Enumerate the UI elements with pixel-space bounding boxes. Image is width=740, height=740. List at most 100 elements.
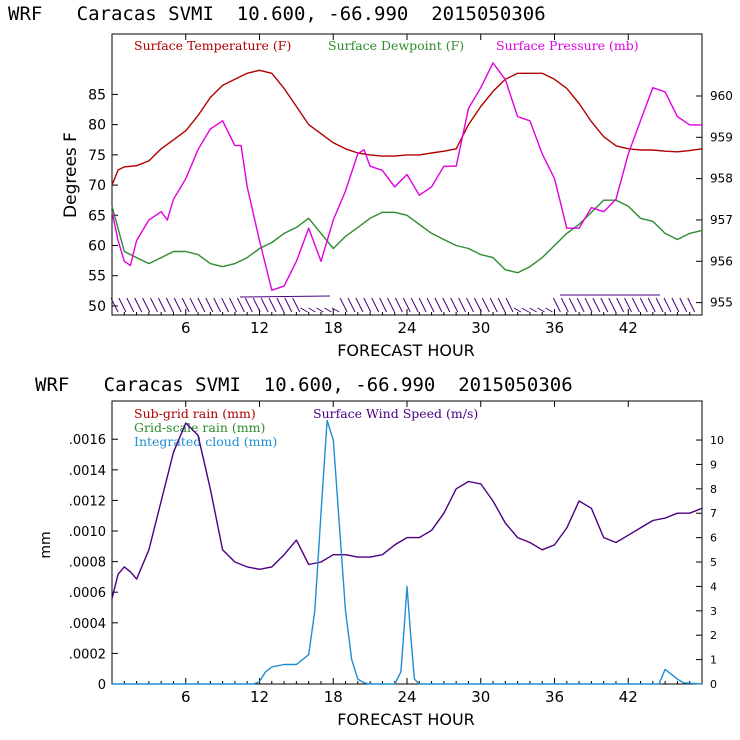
wind-barb [165,297,174,313]
x-tick-label: 24 [397,319,416,337]
y-right-tick-label: 8 [710,483,717,496]
wind-barb [308,307,316,313]
wind-barb [624,297,632,313]
y-right-tick-label: 3 [710,605,717,618]
y-tick-label: 65 [88,208,106,224]
x-tick-label: 18 [324,688,343,706]
wind-barb [387,297,395,313]
wind-barb [402,297,411,313]
wind-barb [418,297,427,313]
wind-barb [181,297,190,313]
wind-barb-staff [239,295,331,298]
x-tick-label: 6 [181,688,191,706]
legend-surface-wind-speed: Surface Wind Speed (m/s) [313,406,478,421]
top-chart: WRF Caracas SVMI 10.600, -66.990 2015050… [8,3,733,360]
wind-barb [505,297,514,313]
wind-barb [371,297,380,313]
series-line-surface-pressure-mb [111,62,702,291]
wind-barb [529,307,537,313]
y-right-tick-label: 9 [710,458,717,471]
y-tick-label: 70 [88,178,106,194]
x-tick-label: 30 [471,688,490,706]
wind-barb [110,297,119,313]
x-tick-label: 12 [250,688,269,706]
top-y-axis-label: Degrees F [61,132,81,218]
y-tick-label: .0012 [69,494,106,509]
wind-barb [331,307,340,313]
x-tick-label: 30 [471,319,490,337]
wind-barb [576,297,585,313]
legend-surface-pressure: Surface Pressure (mb) [496,38,639,53]
y-right-tick-label: 0 [710,678,717,691]
series-line-surface-wind-speed-m-s [111,422,703,599]
wind-barb [545,307,553,313]
wind-barb [276,297,285,313]
wind-barb [584,297,593,313]
wind-barb [631,297,640,313]
y-right-tick-label: 959 [710,130,733,144]
y-tick-label: .0004 [69,617,106,632]
series-line-surface-dewpoint-f [111,199,703,274]
y-right-tick-label: 1 [710,654,717,667]
y-tick-label: .0008 [69,556,106,571]
wind-barb [229,297,237,313]
wind-barb [150,297,158,313]
x-tick-label: 12 [250,319,269,337]
y-right-tick-label: 6 [710,532,717,545]
wind-barb [157,297,166,313]
bottom-chart-title: WRF Caracas SVMI 10.600, -66.990 2015050… [35,374,573,396]
x-tick-label: 42 [619,688,638,706]
wind-barb [205,297,214,313]
wind-barb [126,297,135,313]
y-tick-label: 80 [88,118,106,134]
y-tick-label: 55 [88,269,106,285]
y-tick-label: 50 [88,299,106,315]
y-tick-label: .0014 [69,464,106,479]
wind-barb [481,297,490,313]
bottom-x-axis-label: FORECAST HOUR [337,710,475,729]
wind-barb [497,297,506,313]
y-right-tick-label: 10 [710,434,724,447]
bottom-y-axis-label: mm [38,531,54,558]
wind-barb [426,297,435,313]
wind-barb [458,297,467,313]
x-tick-label: 6 [181,319,191,337]
wind-barb [379,297,388,313]
wind-barb [236,297,245,313]
wind-barb [489,297,498,313]
wind-barb [339,297,348,313]
wind-barbs [110,294,696,313]
x-tick-label: 36 [545,688,564,706]
wind-barb [568,297,577,313]
wind-barb [197,297,206,313]
wind-barb [134,297,143,313]
wind-barb [355,297,364,313]
wind-barb [244,297,253,313]
y-right-tick-label: 957 [710,213,733,227]
wind-barb [434,297,443,313]
wind-barb [394,297,403,313]
legend-grid-scale-rain: Grid-scale rain (mm) [134,420,265,435]
wind-barb [616,297,625,313]
wind-barb [663,297,672,313]
wind-barb [173,297,182,313]
wind-barb [473,297,482,313]
wind-barb [655,297,664,313]
wind-barb [521,307,530,313]
wind-barb [600,297,609,313]
wind-barb [410,297,419,313]
x-tick-label: 24 [397,688,416,706]
y-tick-label: 75 [88,148,106,164]
y-right-tick-label: 955 [710,296,733,310]
x-tick-label: 42 [619,319,638,337]
y-right-tick-label: 5 [710,556,717,569]
wind-barb [213,297,222,313]
x-tick-label: 18 [324,319,343,337]
wind-barb [679,297,688,313]
y-tick-label: 60 [88,239,106,255]
wind-barb [316,307,324,313]
wind-barb [347,297,356,313]
legend-integrated-cloud: Integrated cloud (mm) [134,434,277,449]
wind-barb [442,297,451,313]
